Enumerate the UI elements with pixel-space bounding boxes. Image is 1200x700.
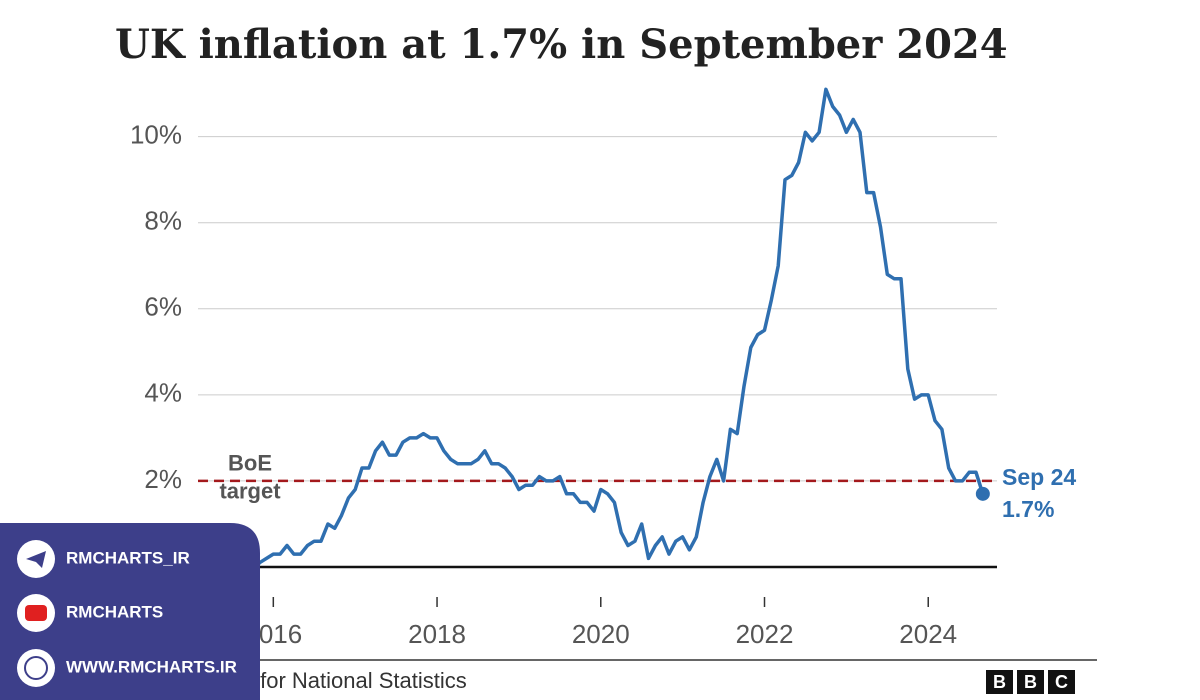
- web-glyph: [24, 656, 48, 680]
- logo-box: [986, 670, 1013, 694]
- logo-letter: C: [1055, 672, 1068, 692]
- y-tick-label: 6%: [144, 292, 182, 322]
- logo-letter: B: [993, 672, 1006, 692]
- watermark-text: RMCHARTS_IR: [66, 548, 190, 567]
- youtube-glyph: [25, 605, 47, 621]
- end-label: Sep 24: [1002, 464, 1076, 490]
- x-tick-label: 2022: [736, 619, 794, 649]
- y-tick-label: 4%: [144, 378, 182, 408]
- watermark: RMCHARTS_IR RMCHARTS WWW.RMCHARTS.IR: [0, 523, 260, 700]
- target-label: BoE: [228, 451, 272, 476]
- watermark-panel: [0, 523, 260, 700]
- chart-title: UK inflation at 1.7% in September 2024: [115, 21, 1008, 68]
- logo-box: [1048, 670, 1075, 694]
- y-tick-label: 8%: [144, 206, 182, 236]
- watermark-text: RMCHARTS: [66, 602, 163, 621]
- x-tick-label: 2024: [899, 619, 957, 649]
- watermark-text: WWW.RMCHARTS.IR: [66, 657, 237, 676]
- logo-letter: B: [1024, 672, 1037, 692]
- line: [198, 87, 985, 574]
- end-point: [975, 486, 990, 501]
- end-label: 1.7%: [1002, 496, 1054, 522]
- x-tick-label: 2020: [572, 619, 630, 649]
- target-label: target: [219, 479, 281, 504]
- logo-box: [1017, 670, 1044, 694]
- y-tick-label: 10%: [130, 120, 182, 150]
- y-tick-label: 2%: [144, 464, 182, 494]
- telegram-glyph: [26, 551, 46, 568]
- web-icon: [17, 649, 55, 687]
- x-tick-label: 2018: [408, 619, 466, 649]
